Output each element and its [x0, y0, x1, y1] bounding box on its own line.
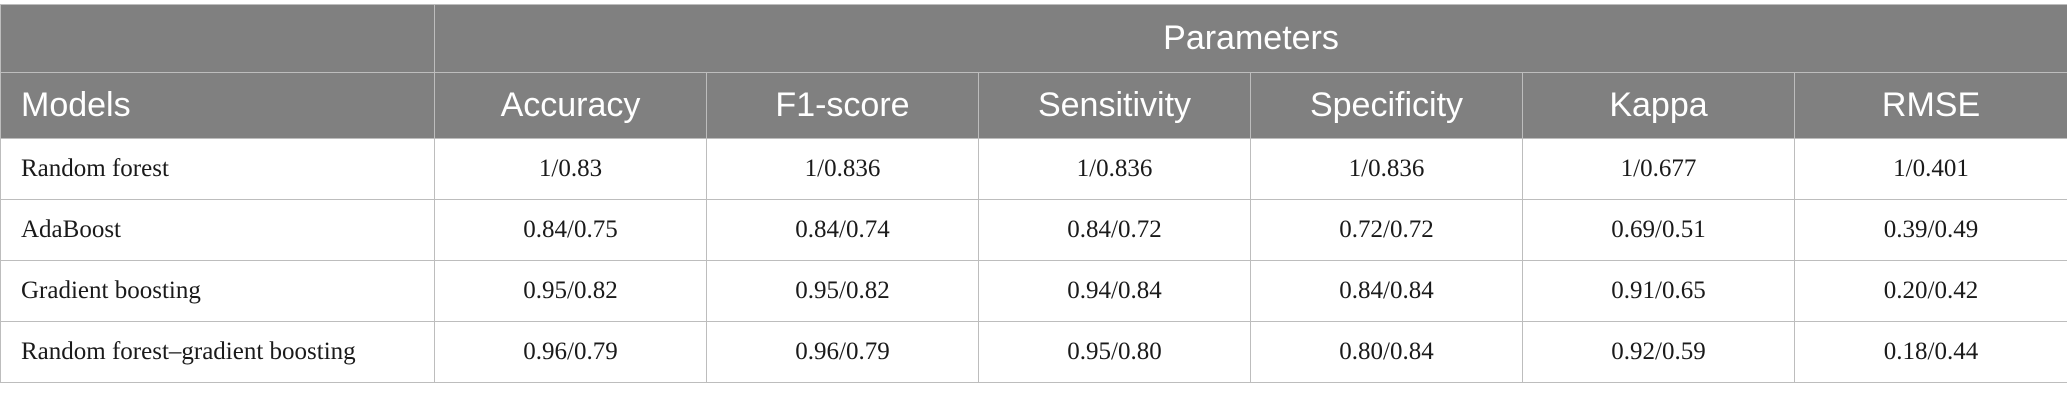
value-cell: 0.94/0.84 — [978, 260, 1251, 322]
table-row: Random forest 1/0.83 1/0.836 1/0.836 1/0… — [0, 138, 2067, 200]
value-cell: 0.39/0.49 — [1793, 199, 2067, 261]
table-row: Gradient boosting 0.95/0.82 0.95/0.82 0.… — [0, 260, 2067, 322]
parameters-group-header: Parameters — [433, 4, 2067, 73]
table-row: AdaBoost 0.84/0.75 0.84/0.74 0.84/0.72 0… — [0, 199, 2067, 261]
value-cell: 0.80/0.84 — [1250, 321, 1523, 383]
value-cell: 0.72/0.72 — [1250, 199, 1523, 261]
value-cell: 0.95/0.80 — [978, 321, 1251, 383]
value-cell: 1/0.83 — [434, 138, 707, 200]
value-cell: 1/0.836 — [706, 138, 979, 200]
value-cell: 1/0.836 — [1250, 138, 1523, 200]
value-cell: 0.84/0.74 — [706, 199, 979, 261]
value-cell: 0.18/0.44 — [1793, 321, 2067, 383]
value-cell: 1/0.401 — [1793, 138, 2067, 200]
column-header-accuracy: Accuracy — [434, 72, 707, 139]
header-row-columns: Models Accuracy F1-score Sensitivity Spe… — [0, 72, 2067, 139]
value-cell: 1/0.836 — [978, 138, 1251, 200]
column-header-kappa: Kappa — [1522, 72, 1795, 139]
models-column-header: Models — [0, 72, 435, 139]
value-cell: 0.96/0.79 — [434, 321, 707, 383]
model-name-cell: Random forest–gradient boosting — [0, 321, 435, 383]
column-header-rmse: RMSE — [1793, 72, 2067, 139]
value-cell: 0.95/0.82 — [706, 260, 979, 322]
column-header-specificity: Specificity — [1250, 72, 1523, 139]
value-cell: 1/0.677 — [1522, 138, 1795, 200]
value-cell: 0.91/0.65 — [1522, 260, 1795, 322]
value-cell: 0.69/0.51 — [1522, 199, 1795, 261]
model-name-cell: Gradient boosting — [0, 260, 435, 322]
value-cell: 0.20/0.42 — [1793, 260, 2067, 322]
column-header-sensitivity: Sensitivity — [978, 72, 1251, 139]
value-cell: 0.96/0.79 — [706, 321, 979, 383]
value-cell: 0.84/0.75 — [434, 199, 707, 261]
header-row-group: Parameters — [0, 4, 2067, 73]
results-table: Parameters Models Accuracy F1-score Sens… — [0, 4, 2067, 383]
table-row: Random forest–gradient boosting 0.96/0.7… — [0, 321, 2067, 383]
value-cell: 0.84/0.84 — [1250, 260, 1523, 322]
column-header-f1-score: F1-score — [706, 72, 979, 139]
value-cell: 0.92/0.59 — [1522, 321, 1795, 383]
header-corner-cell — [0, 4, 435, 73]
value-cell: 0.84/0.72 — [978, 199, 1251, 261]
model-name-cell: Random forest — [0, 138, 435, 200]
model-name-cell: AdaBoost — [0, 199, 435, 261]
value-cell: 0.95/0.82 — [434, 260, 707, 322]
